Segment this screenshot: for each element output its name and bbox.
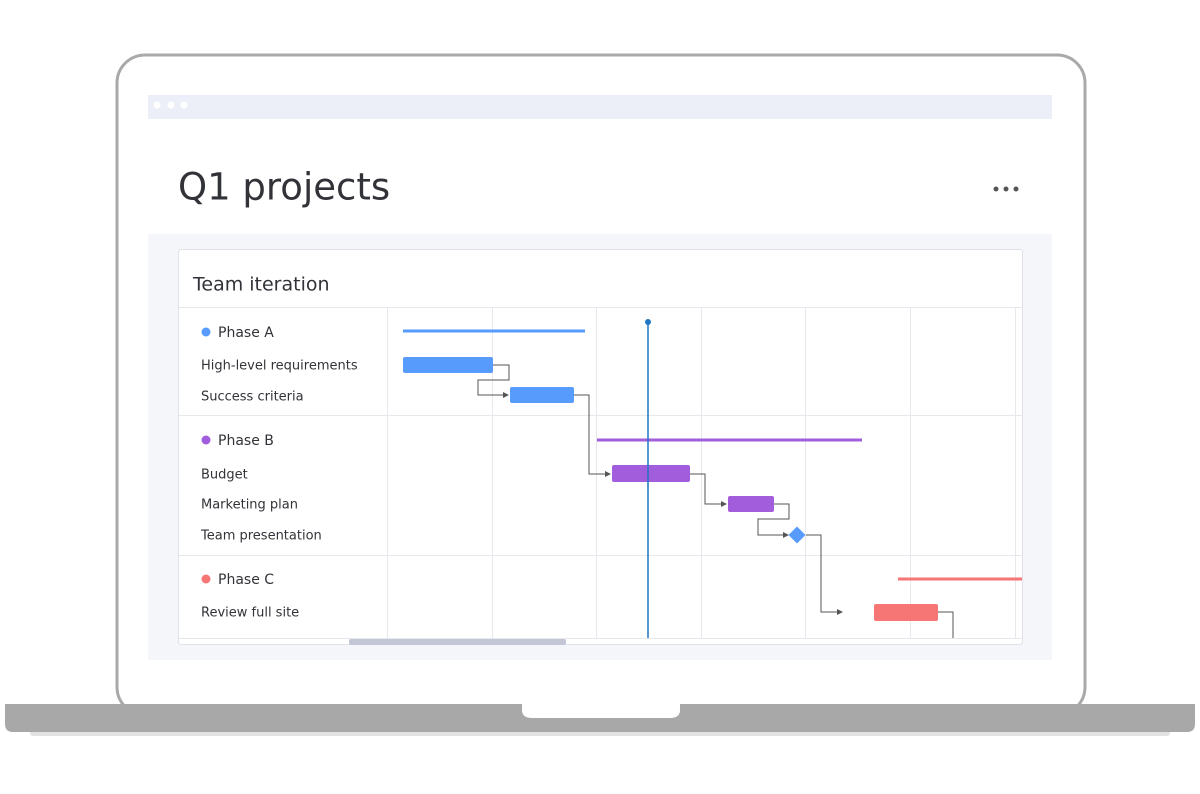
grid [179, 307, 1022, 639]
group-name: Phase B [218, 433, 274, 449]
task-bar[interactable] [874, 604, 938, 621]
task-name: Marketing plan [201, 498, 298, 513]
task-name: High-level requirements [201, 359, 358, 374]
dependency [574, 394, 611, 477]
group-name: Phase C [218, 572, 274, 588]
window-dot [180, 101, 188, 109]
dependency [806, 534, 843, 615]
dependency [477, 364, 510, 398]
group-dot [201, 435, 211, 445]
task-bar[interactable] [403, 357, 493, 373]
task-name: Success criteria [201, 390, 304, 405]
task-bar[interactable] [510, 387, 574, 403]
milestone[interactable] [788, 526, 806, 544]
group-dot [201, 574, 211, 584]
group-name: Phase A [218, 325, 274, 341]
window-dot [153, 101, 161, 109]
today-marker [645, 319, 651, 325]
laptop-notch [522, 704, 680, 718]
group-dot [201, 327, 211, 337]
scrollbar[interactable] [349, 639, 566, 645]
task-bar[interactable] [728, 496, 774, 512]
page-title: Q1 projects [178, 166, 390, 209]
task-name: Budget [201, 468, 248, 483]
task-name: Review full site [201, 606, 299, 621]
task-name: Team presentation [200, 529, 322, 544]
dependency [690, 473, 727, 507]
card [178, 249, 1023, 645]
dependency [757, 503, 790, 538]
browser-bar [148, 95, 1052, 119]
card-title: Team iteration [192, 274, 330, 296]
gantt [403, 319, 1022, 638]
window-dot [167, 101, 175, 109]
dependency [938, 611, 954, 638]
task-bar[interactable] [612, 465, 690, 482]
more-menu[interactable] [993, 186, 1019, 192]
